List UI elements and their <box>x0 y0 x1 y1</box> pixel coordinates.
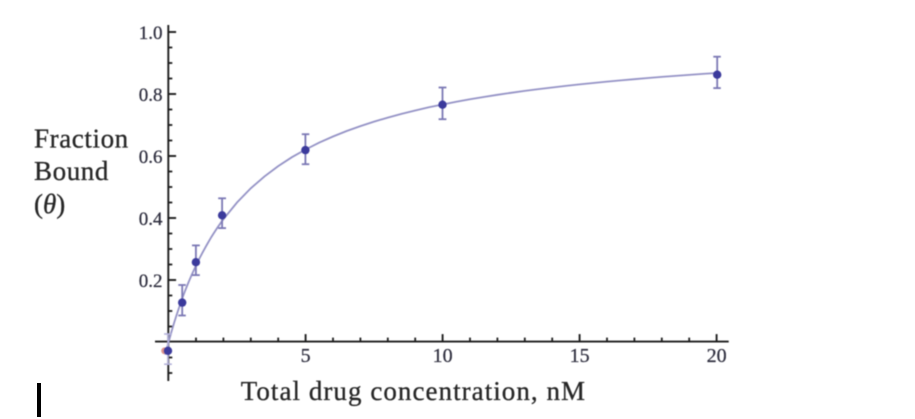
svg-text:Total drug concentration, nM: Total drug concentration, nM <box>241 376 586 406</box>
svg-text:0.2: 0.2 <box>139 271 163 292</box>
svg-text:15: 15 <box>570 345 590 367</box>
svg-text:0.8: 0.8 <box>139 85 163 106</box>
svg-text:20: 20 <box>707 345 727 367</box>
svg-text:Bound: Bound <box>34 156 109 186</box>
svg-text:1.0: 1.0 <box>139 23 163 44</box>
svg-text:0.6: 0.6 <box>139 147 163 168</box>
svg-text:Fraction: Fraction <box>34 124 129 154</box>
svg-text:0.4: 0.4 <box>139 209 163 230</box>
svg-text:5: 5 <box>301 345 311 367</box>
svg-text:(θ): (θ) <box>34 189 65 219</box>
svg-text:10: 10 <box>433 345 453 367</box>
